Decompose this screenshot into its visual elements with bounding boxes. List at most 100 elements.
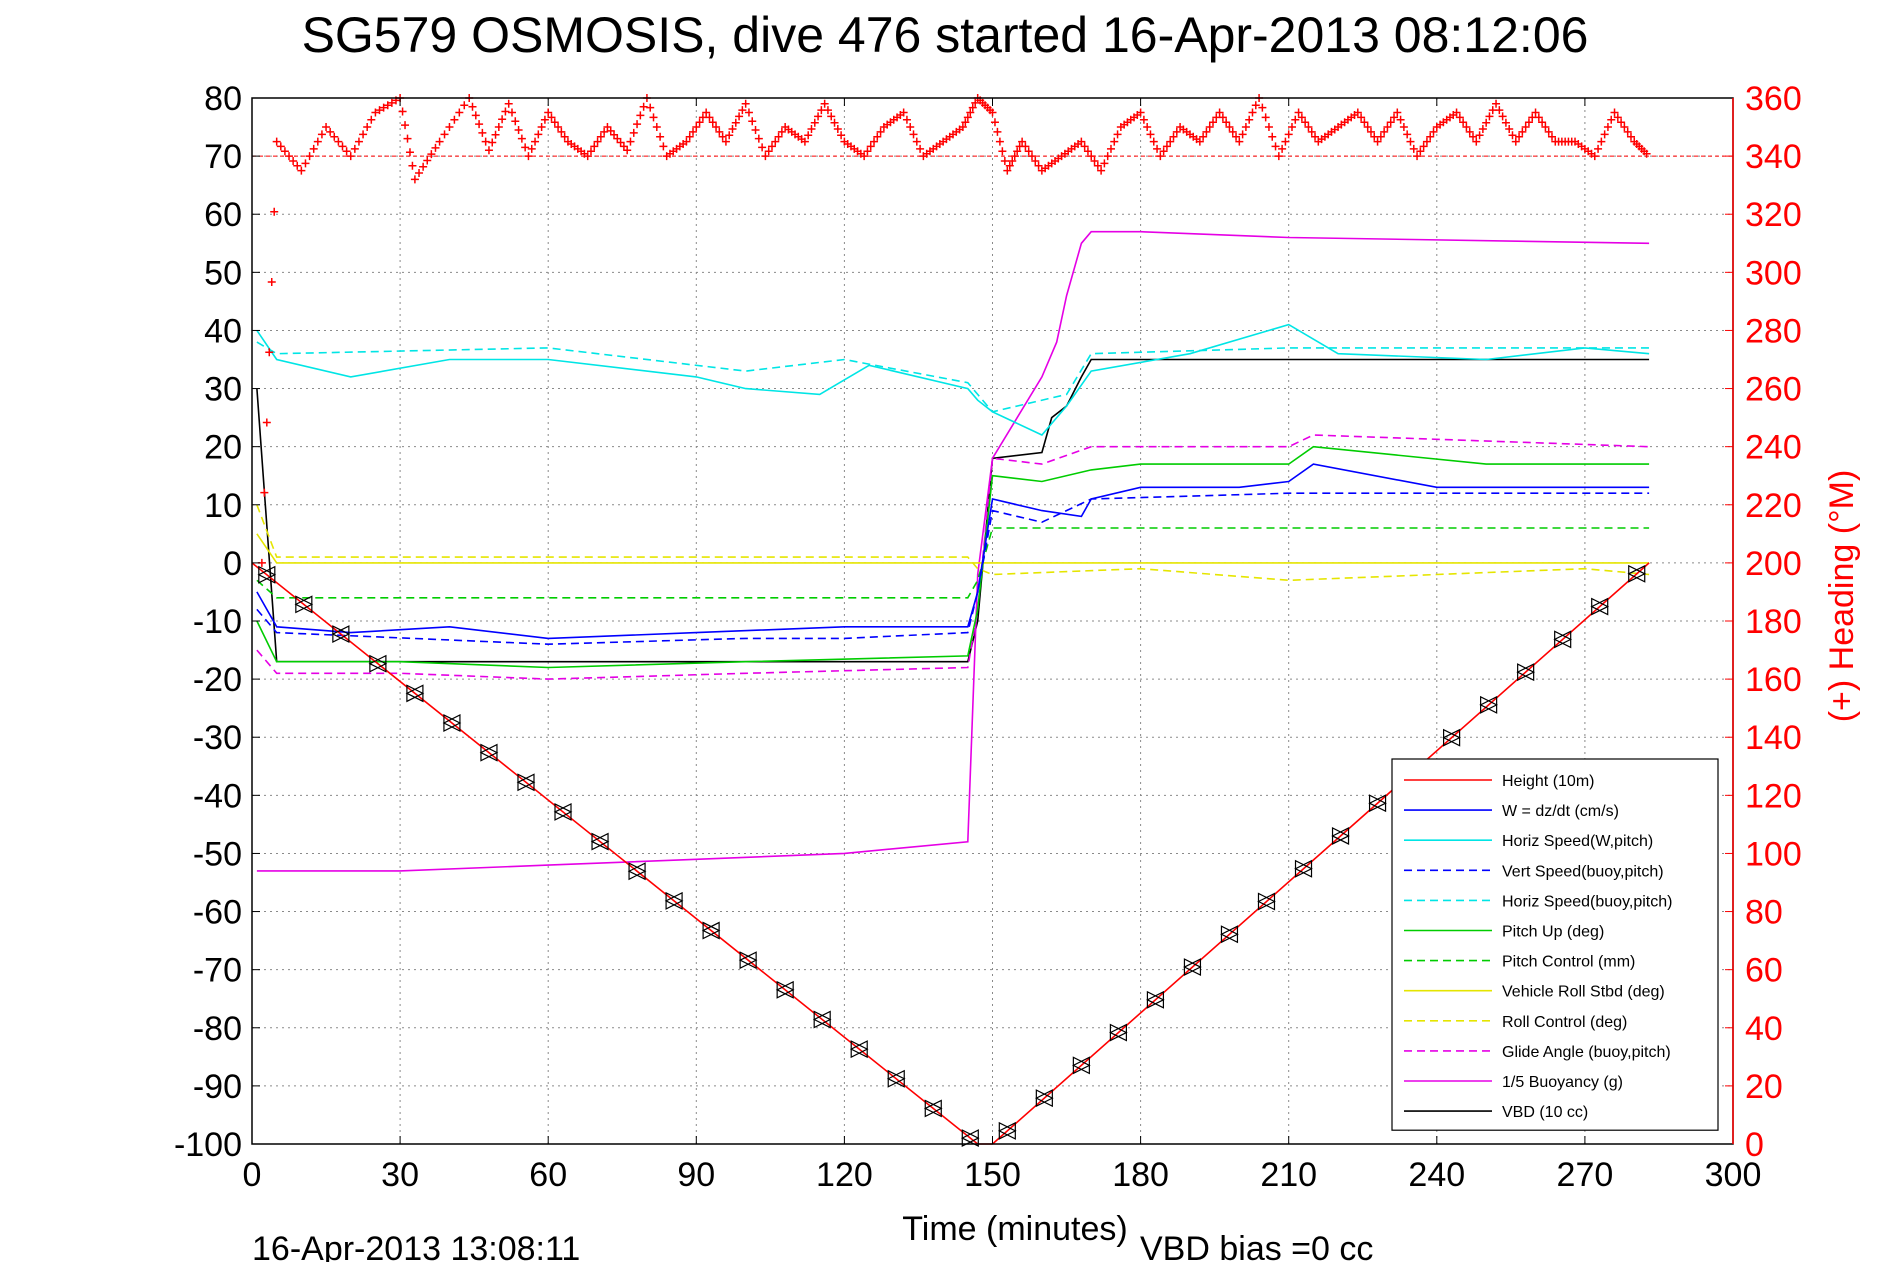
height-marker — [923, 1099, 942, 1118]
heading-marker — [906, 123, 915, 132]
heading-marker — [1139, 115, 1148, 124]
heading-marker — [636, 111, 645, 120]
heading-marker — [504, 99, 513, 108]
heading-marker — [837, 131, 846, 140]
height-marker — [738, 951, 757, 970]
height-marker — [960, 1129, 979, 1148]
heading-marker — [718, 132, 727, 141]
heading-marker — [1607, 115, 1616, 124]
heading-marker — [1301, 118, 1310, 127]
heading-marker — [682, 137, 691, 146]
heading-marker — [305, 152, 314, 161]
right-tick-label: 40 — [1745, 1010, 1783, 1048]
heading-marker — [1113, 130, 1122, 139]
heading-marker — [1475, 131, 1484, 140]
heading-marker — [431, 143, 440, 152]
heading-marker — [531, 137, 540, 146]
height-marker — [1294, 859, 1313, 878]
heading-marker — [1393, 108, 1402, 117]
height-marker — [1183, 958, 1202, 977]
heading-marker — [371, 108, 380, 117]
heading-marker — [1166, 137, 1175, 146]
x-tick-label: 120 — [816, 1156, 873, 1194]
height-marker — [516, 773, 535, 792]
heading-marker — [1626, 132, 1635, 141]
heading-marker — [1153, 144, 1162, 153]
right-tick-label: 200 — [1745, 545, 1802, 583]
heading-marker — [866, 142, 875, 151]
heading-marker — [403, 134, 412, 143]
heading-marker — [1422, 137, 1431, 146]
heading-marker — [656, 132, 665, 141]
heading-marker — [590, 142, 599, 151]
right-tick-label: 140 — [1745, 719, 1802, 757]
legend-box — [1391, 758, 1719, 1131]
heading-marker — [863, 147, 872, 156]
heading-marker — [521, 143, 530, 152]
heading-marker — [748, 117, 757, 126]
heading-marker — [995, 137, 1004, 146]
y-tick-label: -90 — [193, 1068, 242, 1106]
series-line — [256, 445, 1650, 669]
right-tick-label: 60 — [1745, 952, 1783, 990]
series-line — [256, 533, 1650, 564]
heading-marker — [1413, 152, 1422, 161]
heading-marker — [1307, 127, 1316, 136]
heading-marker — [1245, 115, 1254, 124]
x-tick-label: 210 — [1260, 1156, 1317, 1194]
heading-marker — [600, 127, 609, 136]
right-axis-label: (+) Heading (°M) — [1823, 470, 1861, 723]
heading-marker — [1597, 137, 1606, 146]
heading-marker — [761, 152, 770, 161]
heading-marker — [715, 127, 724, 136]
heading-marker — [1366, 127, 1375, 136]
height-marker — [590, 832, 609, 851]
heading-marker — [1287, 123, 1296, 132]
heading-marker — [560, 132, 569, 141]
heading-marker — [1623, 127, 1632, 136]
heading-marker — [1363, 123, 1372, 132]
heading-marker — [1416, 147, 1425, 156]
series-line — [256, 230, 1650, 872]
heading-marker — [774, 132, 783, 141]
heading-marker — [544, 108, 553, 117]
height-marker — [1479, 695, 1498, 714]
heading-marker — [346, 152, 355, 161]
heading-marker — [876, 127, 885, 136]
heading-marker — [301, 159, 310, 168]
height-marker — [1109, 1023, 1127, 1042]
heading-marker — [423, 156, 432, 165]
heading-marker — [1264, 123, 1273, 132]
heading-marker — [1304, 123, 1313, 132]
heading-marker — [1281, 137, 1290, 146]
heading-marker — [1251, 101, 1260, 110]
heading-marker — [1403, 130, 1412, 139]
y-tick-label: -60 — [193, 894, 242, 932]
heading-marker — [267, 278, 276, 287]
series-line — [256, 492, 1650, 646]
heading-marker — [1159, 147, 1168, 156]
legend-entry: W = dz/dt (cm/s) — [1502, 803, 1619, 820]
heading-marker — [1238, 130, 1247, 139]
right-tick-label: 300 — [1745, 254, 1802, 292]
heading-marker — [265, 348, 274, 357]
heading-marker — [860, 152, 869, 161]
footer-note: VBD bias =0 cc — [1140, 1230, 1373, 1262]
height-marker — [997, 1121, 1016, 1140]
heading-marker — [702, 108, 711, 117]
heading-marker — [471, 111, 480, 120]
heading-marker — [507, 108, 516, 117]
heading-marker — [1156, 152, 1165, 161]
heading-marker — [646, 103, 655, 112]
height-marker — [442, 714, 461, 732]
heading-marker — [583, 152, 592, 161]
heading-marker — [1010, 152, 1019, 161]
heading-marker — [1360, 118, 1369, 127]
heading-marker — [1034, 161, 1043, 170]
height-marker — [812, 1010, 831, 1029]
heading-marker — [1291, 115, 1300, 124]
heading-marker — [741, 99, 750, 108]
heading-marker — [363, 123, 372, 132]
heading-marker — [1518, 127, 1527, 136]
heading-marker — [807, 124, 816, 133]
